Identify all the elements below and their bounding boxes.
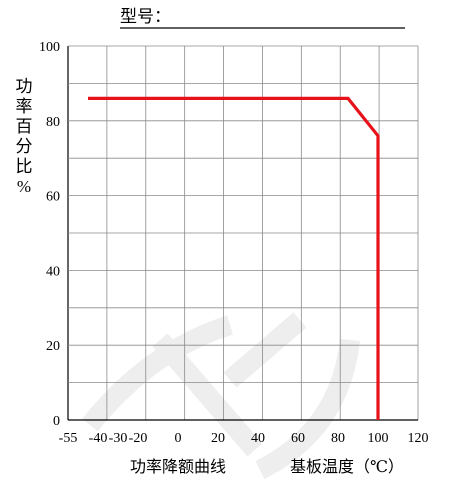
y-axis-label-char: % (17, 177, 31, 196)
x-tick-label: 0 (175, 431, 182, 446)
x-tick-label: 40 (251, 431, 265, 446)
x-tick-label: -40 (89, 431, 108, 446)
y-axis-label-char: 率 (16, 97, 33, 116)
model-label: 型号： (120, 7, 171, 26)
y-tick-label: 20 (46, 339, 60, 354)
y-tick-label: 80 (46, 115, 60, 130)
y-tick-label: 40 (46, 264, 60, 279)
x-axis-label: 基板温度（℃） (290, 458, 404, 476)
watermark (82, 312, 360, 479)
x-tick-label: -20 (129, 431, 148, 446)
chart-grid (67, 45, 419, 421)
series-line (88, 96, 380, 420)
x-tick-label: 100 (368, 431, 389, 446)
x-tick-label: 120 (408, 431, 429, 446)
x-tick-label: -55 (59, 431, 78, 446)
chart-series (87, 96, 380, 421)
x-axis-ticks: -55 -40 -30 -20 0 20 40 60 80 100 120 (59, 431, 429, 446)
x-tick-label: 80 (331, 431, 345, 446)
y-axis-ticks: 0 20 40 60 80 100 (39, 40, 60, 429)
y-tick-label: 60 (46, 190, 60, 205)
x-tick-label: -30 (109, 431, 128, 446)
y-tick-label: 100 (39, 40, 60, 55)
y-tick-label: 0 (53, 414, 60, 429)
y-axis-label-char: 分 (16, 137, 33, 156)
chart-caption: 功率降额曲线 (130, 458, 226, 476)
x-tick-label: 60 (291, 431, 305, 446)
x-tick-label: 20 (211, 431, 225, 446)
y-axis-label-char: 比 (16, 157, 33, 176)
y-axis-label-char: 功 (16, 77, 33, 96)
y-axis-label-char: 百 (16, 117, 33, 136)
